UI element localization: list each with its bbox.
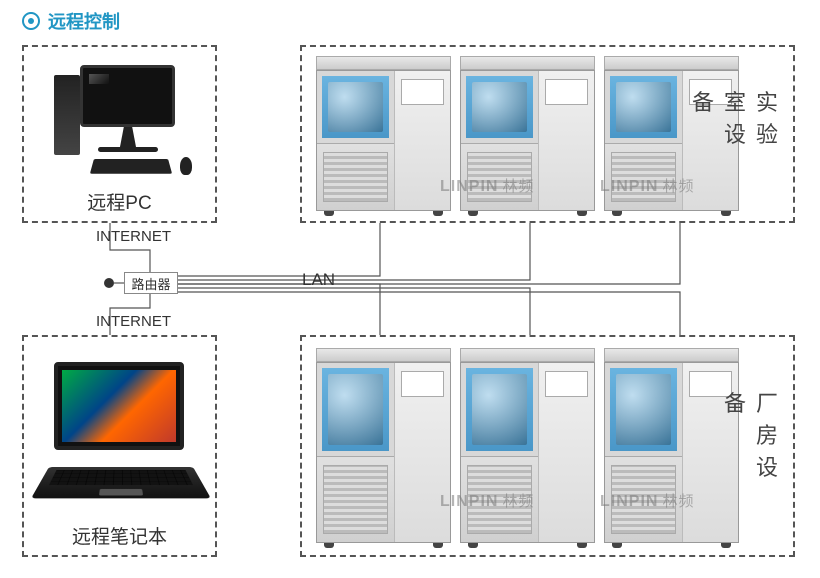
router-node-icon [104, 278, 114, 288]
router-label: 路由器 [131, 274, 170, 293]
factory-equipment-label: 厂房设备 [717, 392, 781, 501]
router-label-box: 路由器 [124, 272, 178, 294]
lab-equipment-box: 实验室设备 [300, 45, 795, 223]
test-chamber-icon [460, 348, 595, 543]
desktop-pc-icon [62, 65, 182, 185]
remote-laptop-label: 远程笔记本 [24, 522, 215, 549]
remote-pc-box: 远程PC [22, 45, 217, 223]
test-chamber-icon [316, 56, 451, 211]
target-icon [22, 12, 40, 30]
factory-chamber-row [312, 347, 743, 543]
remote-pc-label: 远程PC [24, 188, 215, 215]
lan-label: LAN [302, 270, 335, 290]
lab-chamber-row [312, 57, 743, 211]
internet-label-top: INTERNET [96, 228, 171, 245]
remote-laptop-box: 远程笔记本 [22, 335, 217, 557]
diagram-title: 远程控制 [22, 8, 120, 34]
laptop-icon [46, 362, 196, 522]
test-chamber-icon [316, 348, 451, 543]
test-chamber-icon [460, 56, 595, 211]
factory-equipment-box: 厂房设备 [300, 335, 795, 557]
lab-equipment-label: 实验室设备 [685, 91, 781, 178]
title-text: 远程控制 [48, 8, 120, 34]
internet-label-bottom: INTERNET [96, 313, 171, 330]
